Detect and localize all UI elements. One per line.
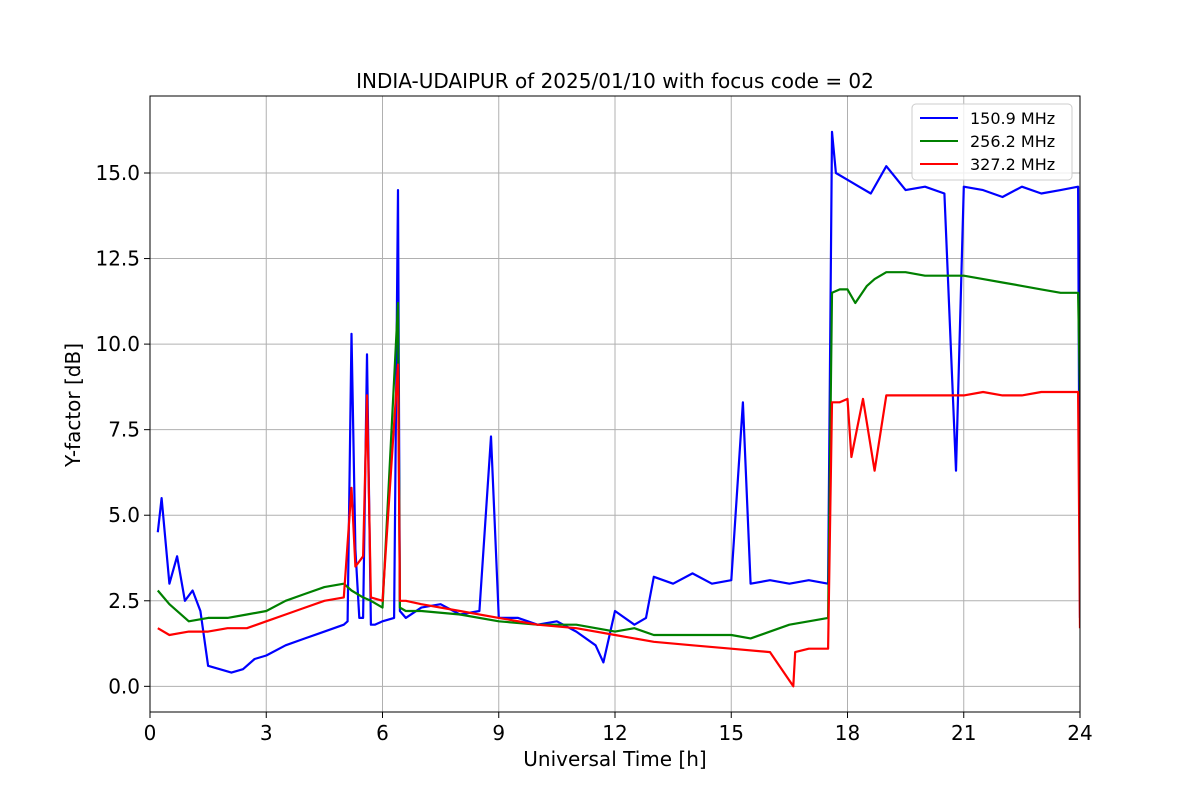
legend-label: 256.2 MHz xyxy=(970,132,1055,151)
x-tick-label: 15 xyxy=(719,721,744,745)
x-tick-label: 3 xyxy=(260,721,273,745)
plot-area xyxy=(156,130,1080,688)
y-tick-label: 7.5 xyxy=(108,418,140,442)
series-line-2 xyxy=(156,271,1080,640)
y-axis-label: Y-factor [dB] xyxy=(61,343,85,468)
x-tick-label: 12 xyxy=(602,721,627,745)
y-tick-label: 10.0 xyxy=(95,332,140,356)
x-axis: 0 3 6 9 12 15 18 21 24 xyxy=(144,712,1093,745)
y-tick-label: 12.5 xyxy=(95,247,140,271)
x-tick-label: 6 xyxy=(376,721,389,745)
chart-title: INDIA-UDAIPUR of 2025/01/10 with focus c… xyxy=(356,69,874,93)
y-axis: 0.0 2.5 5.0 7.5 10.0 12.5 15.0 xyxy=(95,161,150,698)
x-tick-label: 24 xyxy=(1067,721,1092,745)
x-tick-label: 0 xyxy=(144,721,157,745)
x-tick-label: 9 xyxy=(492,721,505,745)
y-tick-label: 0.0 xyxy=(108,674,140,698)
series-line-3 xyxy=(157,363,1080,688)
y-tick-label: 2.5 xyxy=(108,589,140,613)
x-tick-label: 18 xyxy=(835,721,860,745)
legend-label: 150.9 MHz xyxy=(970,109,1055,128)
legend: 150.9 MHz 256.2 MHz 327.2 MHz xyxy=(911,103,1073,181)
x-tick-label: 21 xyxy=(951,721,976,745)
legend-label: 327.2 MHz xyxy=(970,155,1055,174)
y-tick-label: 5.0 xyxy=(108,503,140,527)
y-tick-label: 15.0 xyxy=(95,161,140,185)
series-line-1 xyxy=(156,130,1080,674)
legend-box xyxy=(911,103,1073,181)
x-axis-label: Universal Time [h] xyxy=(523,747,706,771)
